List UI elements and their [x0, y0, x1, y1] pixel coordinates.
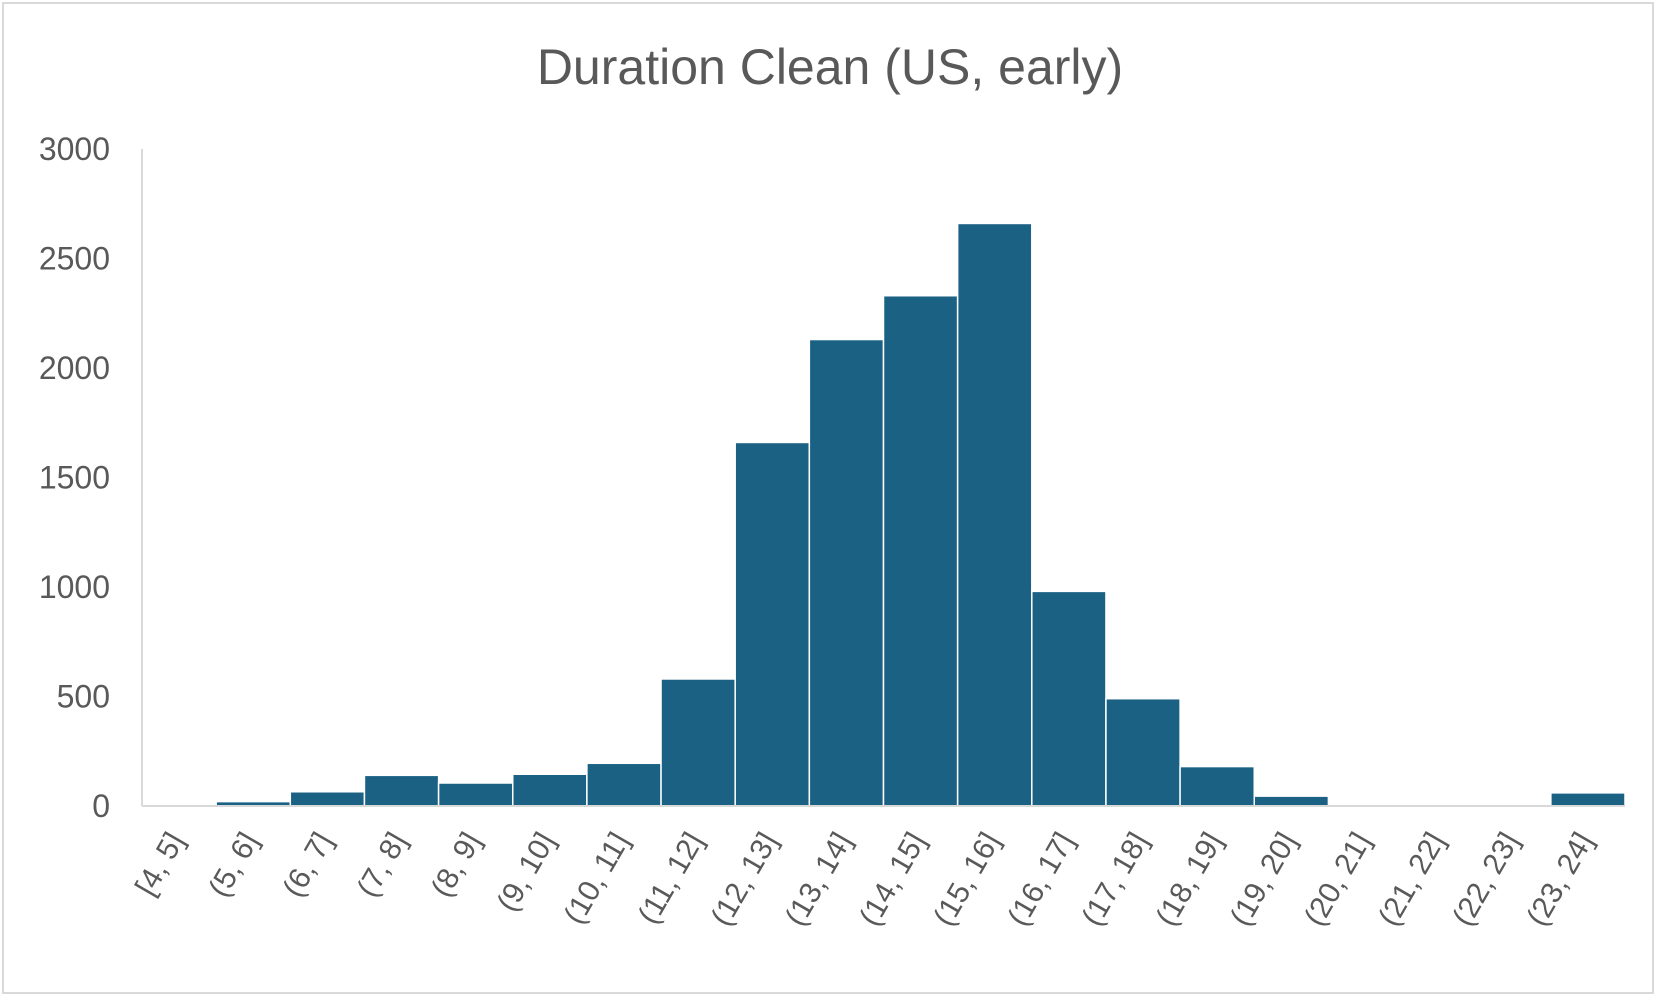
histogram-bar	[882, 294, 959, 807]
x-category-label: (21, 22]	[1372, 827, 1451, 932]
histogram-bar	[363, 774, 440, 807]
x-category-label: (16, 17]	[1001, 827, 1080, 932]
x-category-label: (15, 16]	[927, 827, 1006, 932]
x-category-label: (23, 24]	[1521, 827, 1600, 932]
x-category-label: (6, 7]	[277, 827, 340, 903]
y-tick-label: 3000	[39, 131, 110, 167]
y-tick-label: 0	[92, 788, 110, 824]
histogram-bar	[808, 338, 885, 807]
x-category-label: (14, 15]	[853, 827, 932, 932]
histogram-bar	[1550, 792, 1626, 807]
chart-title: Duration Clean (US, early)	[537, 39, 1123, 95]
histogram-bar	[586, 762, 662, 807]
x-category-label: (11, 12]	[632, 827, 710, 930]
y-tick-label: 2500	[39, 241, 110, 277]
x-category-label: [4, 5]	[129, 827, 191, 901]
y-axis-tick-labels: 0 500 1000 1500 2000 2500 3000	[39, 131, 110, 824]
y-tick-label: 500	[57, 679, 110, 715]
x-category-label: (18, 19]	[1150, 827, 1229, 932]
y-tick-label: 2000	[39, 350, 110, 386]
x-category-label: (13, 14]	[779, 827, 858, 932]
x-category-label: (12, 13]	[705, 827, 784, 932]
histogram-bar	[734, 441, 811, 807]
histogram-bar	[956, 222, 1033, 807]
histogram-bar	[1105, 697, 1181, 807]
histogram-bar	[289, 791, 366, 807]
x-category-label: (10, 11]	[558, 827, 636, 930]
x-axis-category-labels: [4, 5] (5, 6] (6, 7] (7, 8] (8, 9] (9, 10](10…	[129, 827, 1600, 932]
y-tick-label: 1000	[39, 569, 110, 605]
x-category-label: (7, 8]	[351, 827, 414, 903]
y-tick-label: 1500	[39, 460, 110, 496]
histogram-bar	[512, 773, 588, 807]
x-category-label: (9, 10]	[491, 827, 562, 917]
x-category-label: (20, 21]	[1298, 827, 1377, 932]
histogram-bar	[1253, 795, 1330, 807]
x-category-label: (5, 6]	[203, 827, 266, 903]
x-category-label: (19, 20]	[1224, 827, 1303, 932]
x-category-label: (17, 18]	[1076, 827, 1155, 932]
histogram-bar	[1031, 590, 1107, 807]
x-category-label: (8, 9]	[425, 827, 488, 903]
histogram-bar	[437, 782, 514, 807]
histogram-bar	[660, 678, 736, 807]
x-category-label: (22, 23]	[1446, 827, 1525, 932]
histogram-bars	[215, 222, 1626, 807]
histogram-bar	[1179, 765, 1255, 807]
